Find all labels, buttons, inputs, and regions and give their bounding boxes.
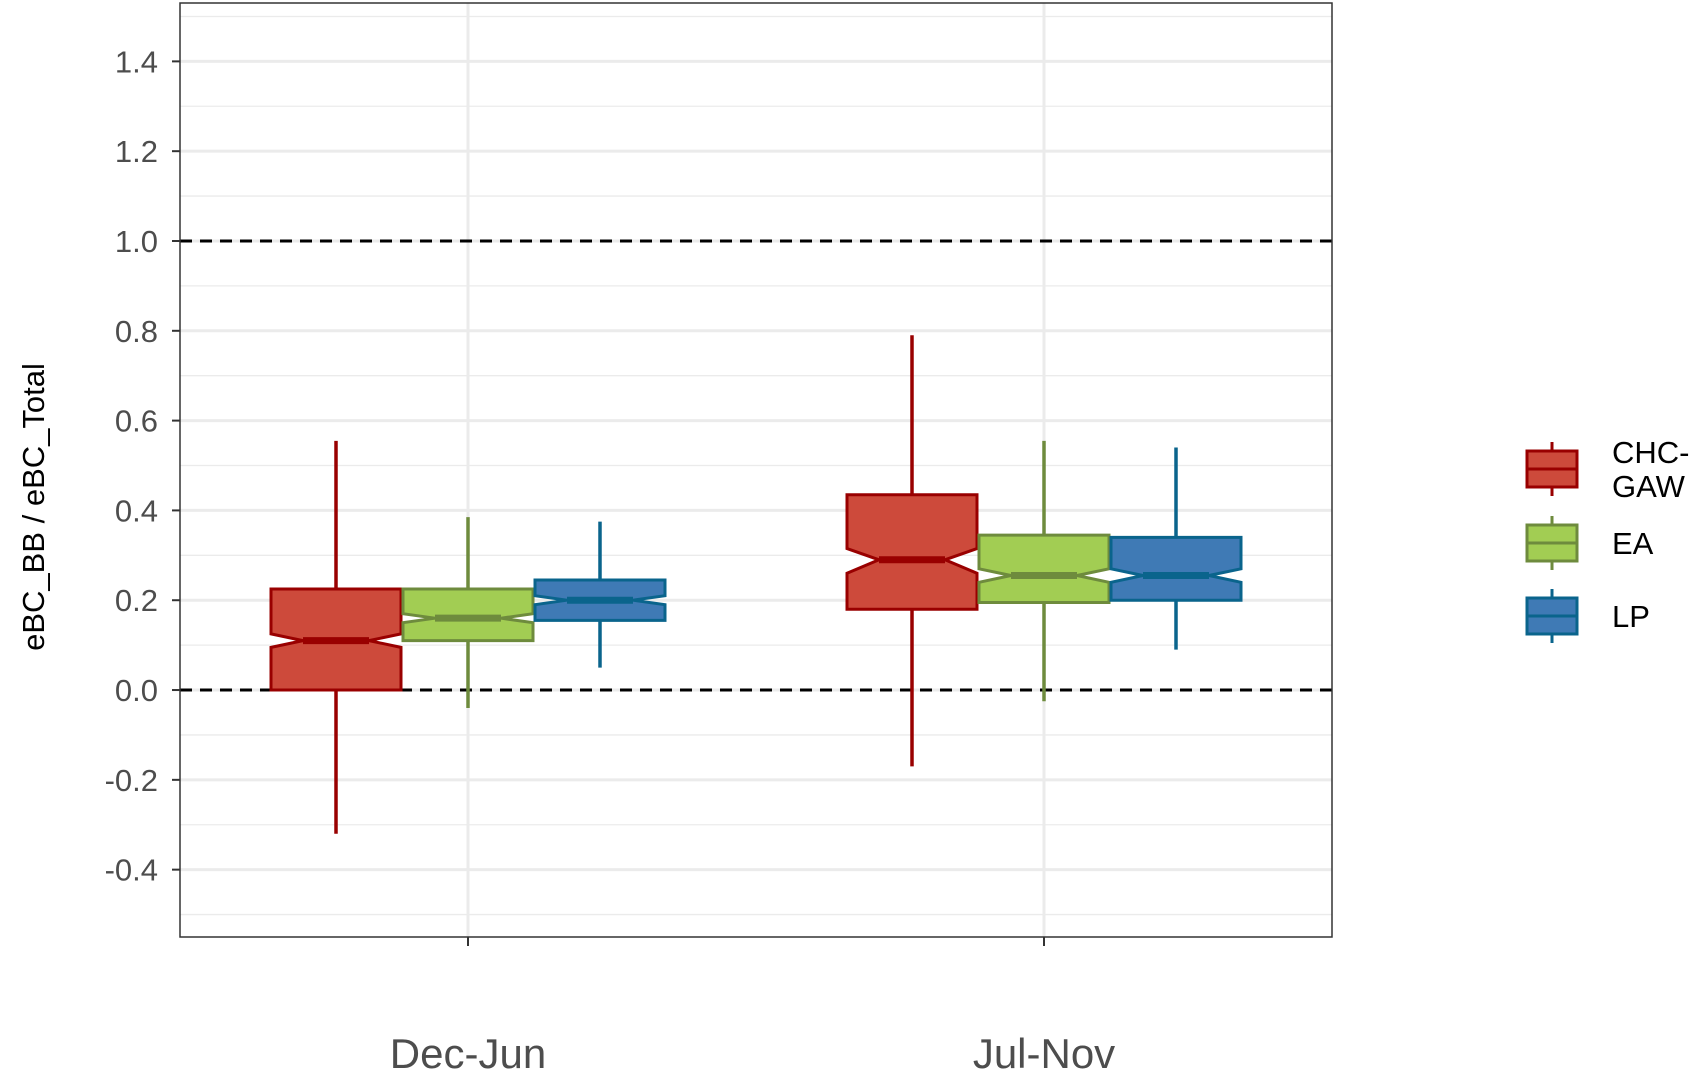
y-tick-label: 0.4 — [115, 493, 158, 528]
y-tick-label: 0.6 — [115, 404, 158, 439]
box-ea-dec-jun — [401, 517, 535, 708]
y-axis: -0.4 -0.2 0.0 0.2 0.4 0.6 0.8 1.0 1.2 1.4 — [105, 44, 180, 888]
box-ea-jul-nov — [977, 440, 1111, 702]
box-lp-dec-jun — [533, 521, 667, 668]
y-tick-label: 0.0 — [115, 673, 158, 708]
legend-item-ea: EA — [1525, 516, 1654, 570]
legend-item-lp: LP — [1525, 589, 1650, 643]
box-chc-gaw-dec-jun — [269, 440, 403, 834]
y-tick-label: 0.2 — [115, 583, 158, 618]
x-tick-label: Dec-Jun — [390, 1030, 546, 1074]
legend: CHC-GAW EA LP — [1525, 435, 1690, 643]
box-lp-jul-nov — [1109, 447, 1243, 650]
box-body — [845, 493, 979, 611]
y-axis-label: eBC_BB / eBC_Total — [16, 363, 51, 651]
y-tick-label: 1.4 — [115, 44, 158, 79]
legend-label: LP — [1612, 599, 1650, 634]
box-chc-gaw-jul-nov — [845, 335, 979, 767]
x-axis: Dec-Jun Jul-Nov — [390, 937, 1115, 1074]
y-tick-label: 1.2 — [115, 134, 158, 169]
box-series — [269, 335, 1243, 834]
minor-gridlines — [180, 15, 1332, 916]
y-tick-label: 1.0 — [115, 224, 158, 259]
y-tick-label: -0.2 — [105, 763, 158, 798]
y-tick-label: -0.4 — [105, 853, 158, 888]
legend-item-chc-gaw: CHC-GAW — [1525, 435, 1690, 504]
y-tick-label: 0.8 — [115, 314, 158, 349]
plot-panel-border — [179, 2, 1333, 938]
legend-label: GAW — [1612, 469, 1686, 504]
box-body — [1109, 535, 1243, 602]
legend-label: CHC- — [1612, 435, 1690, 470]
box-body — [977, 533, 1111, 604]
legend-label: EA — [1612, 526, 1654, 561]
x-tick-label: Jul-Nov — [973, 1030, 1115, 1074]
